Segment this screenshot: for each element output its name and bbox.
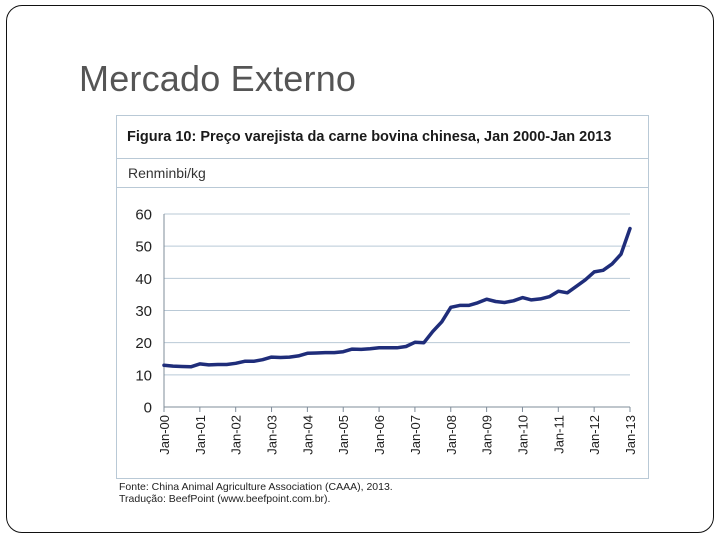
- units-divider: [117, 187, 648, 188]
- y-tick-label: 20: [135, 335, 152, 352]
- y-tick-label: 60: [135, 207, 152, 224]
- x-tick-label: Jan-02: [229, 415, 244, 455]
- y-tick-label: 10: [135, 367, 152, 384]
- x-tick-label: Jan-08: [444, 415, 459, 455]
- figure-panel: Figura 10: Preço varejista da carne bovi…: [116, 115, 649, 479]
- y-units-label: Renminbi/kg: [128, 165, 206, 181]
- x-tick-label: Jan-12: [587, 415, 602, 455]
- x-tick-label: Jan-13: [623, 415, 638, 455]
- x-tick-label: Jan-04: [300, 415, 315, 455]
- x-tick-label: Jan-11: [551, 415, 566, 454]
- y-tick-label: 30: [135, 303, 152, 320]
- x-tick-label: Jan-06: [372, 415, 387, 455]
- y-tick-label: 50: [135, 239, 152, 256]
- figure-title-divider: [117, 158, 648, 159]
- figure-title: Figura 10: Preço varejista da carne bovi…: [127, 129, 612, 145]
- series-line: [162, 226, 632, 369]
- x-tick-label: Jan-03: [265, 415, 280, 455]
- y-tick-label: 0: [144, 400, 152, 417]
- y-tick-label: 40: [135, 271, 152, 288]
- slide-title: Mercado Externo: [79, 58, 357, 99]
- x-tick-label: Jan-10: [515, 415, 530, 455]
- translation-line: Tradução: BeefPoint (www.beefpoint.com.b…: [119, 493, 331, 505]
- source-note: Fonte: China Animal Agriculture Associat…: [119, 481, 393, 505]
- line-chart: 0 10 20 30 40 50 60 Jan-00 Jan-01 Jan-02 Jan-03 Jan…: [135, 207, 638, 455]
- source-line: Fonte: China Animal Agriculture Associat…: [119, 481, 393, 493]
- x-tick-label: Jan-09: [480, 415, 495, 455]
- x-tick-label: Jan-01: [193, 415, 208, 455]
- x-tick-label: Jan-05: [336, 415, 351, 455]
- x-tick-label: Jan-07: [408, 415, 423, 455]
- x-tick-label: Jan-00: [157, 415, 172, 455]
